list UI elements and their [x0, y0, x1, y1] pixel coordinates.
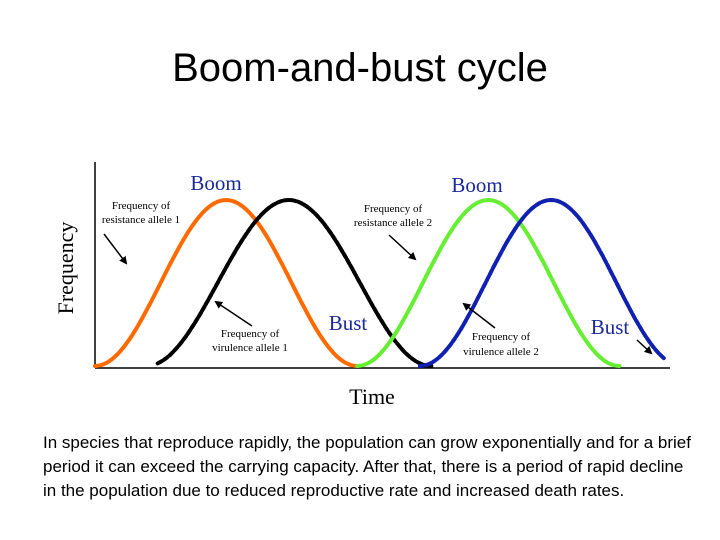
slide-caption: In species that reproduce rapidly, the p…	[43, 433, 691, 500]
series-line-4	[417, 197, 667, 368]
annotation-resistance-allele-1: Frequency of resistance allele 1	[102, 200, 180, 226]
slide-title: Boom-and-bust cycle	[172, 46, 548, 90]
boom-label-1: Boom	[190, 171, 241, 195]
annotation-virulence-allele-1: Frequency of virulence allele 1	[212, 328, 288, 354]
series-line-1	[93, 197, 360, 368]
annotation-line: resistance allele 1	[102, 214, 180, 226]
annotation-line: Frequency of	[112, 200, 171, 212]
boom-label-2: Boom	[451, 173, 502, 197]
y-axis-label: Frequency	[53, 222, 78, 315]
annotation-virulence-allele-2: Frequency of virulence allele 2	[463, 331, 539, 358]
arrow-resistance-allele-1	[103, 233, 128, 265]
annotation-line: Frequency of	[472, 331, 531, 343]
boom-bust-chart: Frequency Time Boom Boom Bust Bust Frequ…	[53, 162, 670, 409]
annotation-line: virulence allele 1	[212, 342, 288, 354]
arrow-virulence-allele-2	[462, 302, 496, 329]
annotation-line: resistance allele 2	[354, 217, 432, 229]
arrow-bust-2	[636, 339, 653, 355]
series-curves	[93, 197, 667, 368]
annotation-line: virulence allele 2	[463, 346, 539, 358]
x-axis-label: Time	[349, 384, 395, 409]
annotation-resistance-allele-2: Frequency of resistance allele 2	[354, 203, 432, 229]
annotation-line: Frequency of	[221, 328, 280, 340]
series-line-3	[355, 197, 622, 368]
arrow-resistance-allele-2	[388, 234, 417, 261]
arrow-virulence-allele-1	[214, 300, 253, 327]
annotation-line: Frequency of	[364, 203, 423, 215]
bust-label-1: Bust	[329, 311, 368, 335]
bust-label-2: Bust	[591, 315, 630, 339]
series-line-2	[155, 197, 434, 368]
